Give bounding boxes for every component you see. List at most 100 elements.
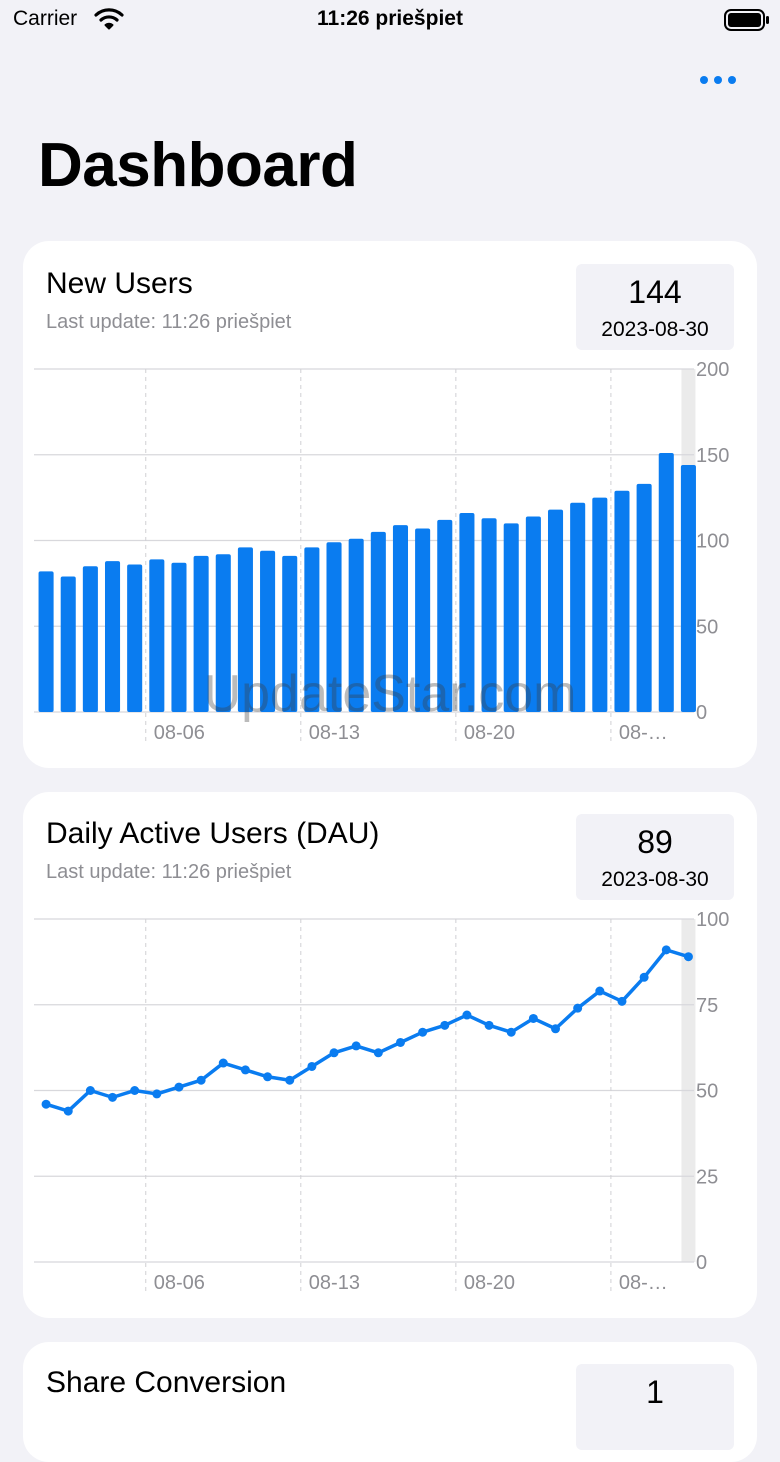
y-tick-label: 100 bbox=[696, 909, 729, 931]
stat-box: 144 2023-08-30 bbox=[576, 264, 734, 350]
bar[interactable] bbox=[304, 547, 320, 712]
x-tick-label: 08-… bbox=[619, 1272, 668, 1294]
data-point[interactable] bbox=[63, 1106, 73, 1116]
y-tick-label: 0 bbox=[696, 1252, 707, 1274]
more-options-button[interactable] bbox=[694, 64, 742, 96]
more-dot-icon bbox=[714, 76, 722, 84]
data-point[interactable] bbox=[174, 1082, 184, 1092]
data-point[interactable] bbox=[683, 952, 693, 962]
data-point[interactable] bbox=[595, 986, 605, 996]
data-point[interactable] bbox=[196, 1075, 206, 1085]
x-tick-label: 08-20 bbox=[464, 722, 515, 744]
data-point[interactable] bbox=[506, 1027, 516, 1037]
y-tick-label: 75 bbox=[696, 995, 718, 1017]
battery-icon bbox=[724, 9, 770, 36]
data-point[interactable] bbox=[639, 972, 649, 982]
carrier-label: Carrier bbox=[13, 7, 78, 30]
bar[interactable] bbox=[415, 528, 431, 712]
bar[interactable] bbox=[592, 497, 608, 712]
data-point[interactable] bbox=[351, 1041, 361, 1051]
y-tick-label: 50 bbox=[696, 616, 718, 638]
y-tick-label: 50 bbox=[696, 1081, 718, 1103]
card-title: Share Conversion bbox=[46, 1366, 287, 1399]
data-point[interactable] bbox=[218, 1058, 228, 1068]
card-subtitle: Last update: 11:26 priešpiet bbox=[46, 861, 292, 883]
bar[interactable] bbox=[237, 547, 253, 712]
data-point[interactable] bbox=[418, 1027, 428, 1037]
stat-value: 144 bbox=[628, 274, 682, 310]
dau-card[interactable]: Daily Active Users (DAU) Last update: 11… bbox=[23, 792, 757, 1318]
bar[interactable] bbox=[636, 483, 652, 712]
data-point[interactable] bbox=[307, 1061, 317, 1071]
data-point[interactable] bbox=[85, 1086, 95, 1095]
bar[interactable] bbox=[60, 576, 76, 712]
data-point[interactable] bbox=[373, 1048, 383, 1058]
card-subtitle: Last update: 11:26 priešpiet bbox=[46, 311, 292, 333]
data-point[interactable] bbox=[395, 1037, 405, 1047]
card-title: Daily Active Users (DAU) bbox=[46, 817, 380, 850]
x-tick-label: 08-13 bbox=[309, 1272, 360, 1294]
bar[interactable] bbox=[326, 542, 342, 712]
data-point[interactable] bbox=[551, 1024, 561, 1034]
bar[interactable] bbox=[614, 490, 630, 712]
new-users-chart: 0 50 100 150 200 08-06 08-13 08-20 08-… bbox=[34, 359, 729, 744]
y-tick-label: 100 bbox=[696, 531, 729, 553]
stat-box: 1 bbox=[576, 1364, 734, 1450]
y-tick-label: 200 bbox=[696, 359, 729, 381]
data-point[interactable] bbox=[617, 996, 627, 1006]
bar[interactable] bbox=[503, 523, 519, 712]
data-point[interactable] bbox=[130, 1086, 140, 1095]
data-point[interactable] bbox=[462, 1010, 472, 1020]
y-tick-label: 25 bbox=[696, 1166, 718, 1188]
x-tick-label: 08-06 bbox=[154, 722, 205, 744]
more-dot-icon bbox=[728, 76, 736, 84]
data-point[interactable] bbox=[285, 1075, 295, 1085]
bar[interactable] bbox=[82, 566, 98, 712]
bar[interactable] bbox=[282, 555, 298, 712]
data-point[interactable] bbox=[240, 1065, 250, 1075]
bar[interactable] bbox=[459, 513, 475, 712]
bar[interactable] bbox=[348, 538, 364, 712]
y-tick-label: 0 bbox=[696, 702, 707, 724]
x-tick-label: 08-… bbox=[619, 722, 668, 744]
bar[interactable] bbox=[481, 518, 497, 712]
data-point[interactable] bbox=[484, 1020, 494, 1030]
bar[interactable] bbox=[392, 525, 409, 712]
stat-value: 1 bbox=[646, 1374, 664, 1410]
data-point[interactable] bbox=[152, 1089, 162, 1099]
stat-value: 89 bbox=[637, 824, 673, 860]
bar[interactable] bbox=[658, 453, 674, 712]
bar[interactable] bbox=[171, 562, 187, 712]
data-point[interactable] bbox=[528, 1013, 538, 1023]
y-tick-label: 150 bbox=[696, 445, 729, 467]
bar[interactable] bbox=[370, 531, 386, 712]
bar[interactable] bbox=[127, 564, 143, 712]
data-point[interactable] bbox=[108, 1092, 118, 1102]
data-point[interactable] bbox=[41, 1099, 51, 1109]
data-point[interactable] bbox=[440, 1020, 450, 1030]
bar[interactable] bbox=[525, 516, 541, 712]
wifi-icon bbox=[94, 7, 124, 36]
data-point[interactable] bbox=[573, 1003, 583, 1013]
page-title: Dashboard bbox=[38, 131, 358, 200]
new-users-card[interactable]: New Users Last update: 11:26 priešpiet 1… bbox=[23, 241, 757, 768]
bar[interactable] bbox=[260, 550, 276, 712]
status-bar: Carrier 11:26 priešpiet bbox=[0, 0, 780, 44]
series-line bbox=[44, 948, 691, 1113]
bar[interactable] bbox=[437, 519, 453, 712]
share-conversion-card[interactable]: Share Conversion 1 bbox=[23, 1342, 757, 1462]
bar[interactable] bbox=[547, 509, 564, 712]
data-point[interactable] bbox=[263, 1072, 273, 1082]
bar[interactable] bbox=[193, 555, 209, 712]
data-point[interactable] bbox=[329, 1048, 339, 1058]
x-tick-label: 08-13 bbox=[309, 722, 360, 744]
status-time: 11:26 priešpiet bbox=[317, 7, 463, 30]
bar[interactable] bbox=[215, 554, 231, 712]
bar[interactable] bbox=[680, 465, 696, 712]
stat-box: 89 2023-08-30 bbox=[576, 814, 734, 900]
bar[interactable] bbox=[570, 502, 586, 712]
bar[interactable] bbox=[38, 571, 54, 712]
bar[interactable] bbox=[149, 559, 165, 712]
bar[interactable] bbox=[104, 561, 121, 712]
data-point[interactable] bbox=[661, 945, 671, 955]
